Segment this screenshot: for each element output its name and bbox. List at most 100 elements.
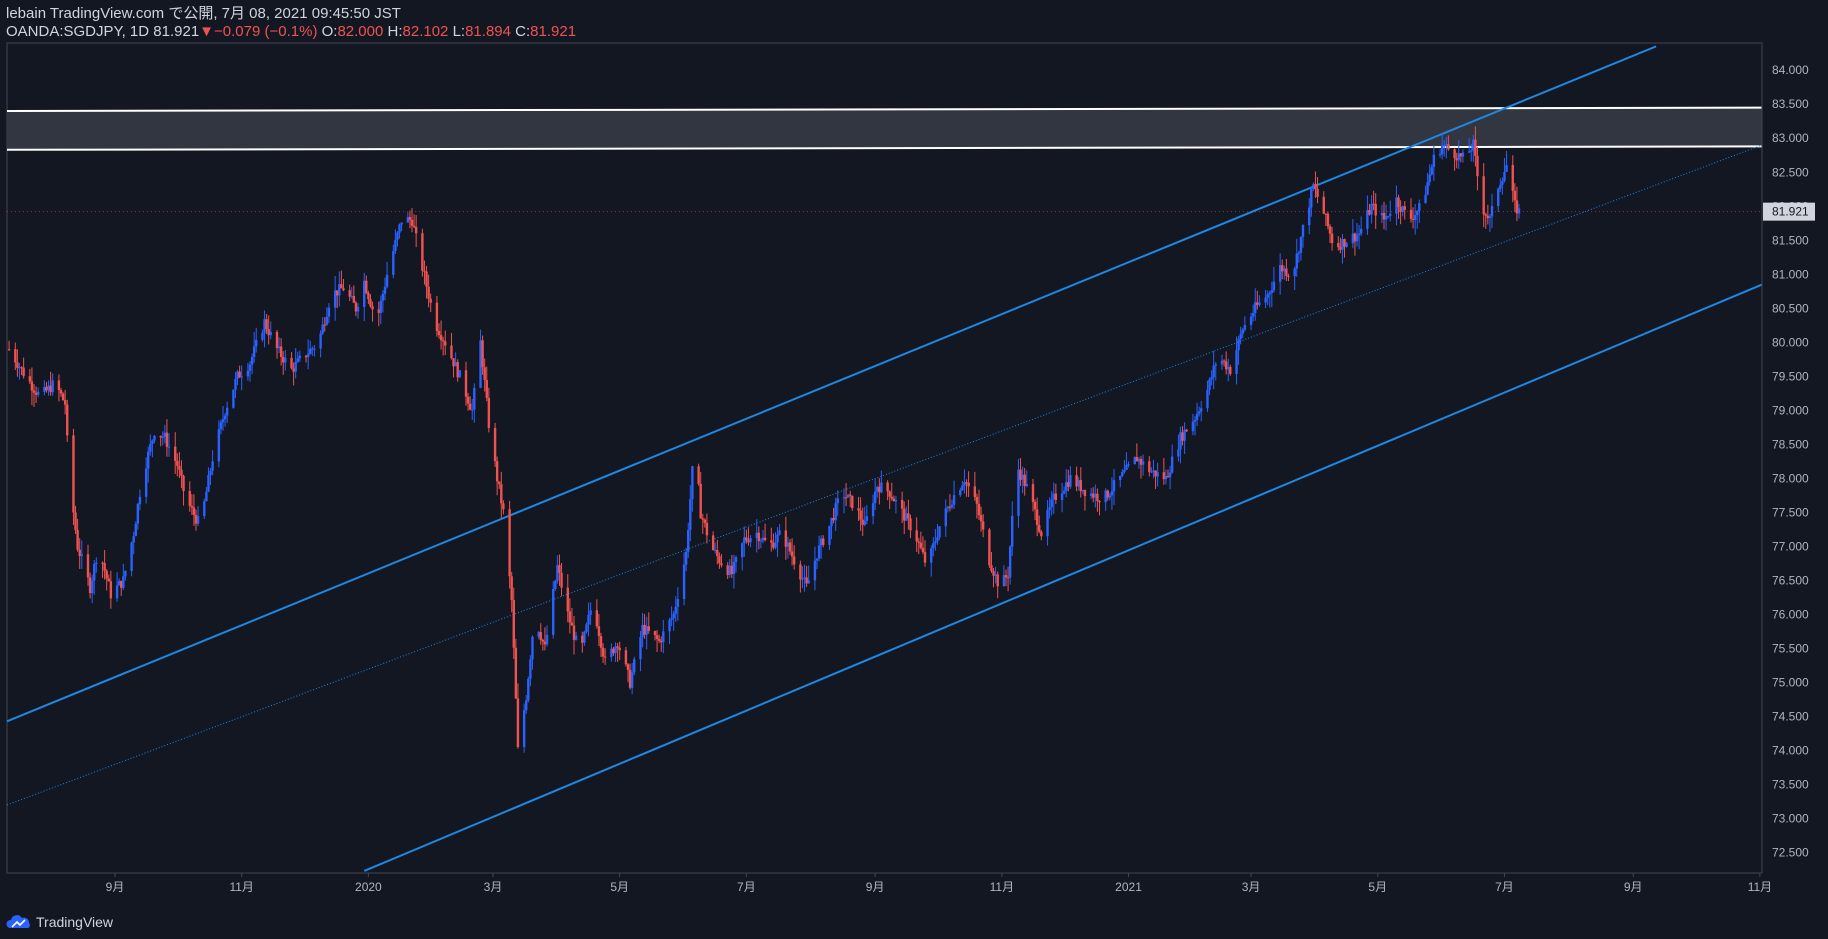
candle-body xyxy=(435,302,439,332)
candle-body xyxy=(689,499,692,531)
price-tick-label: 77.000 xyxy=(1772,539,1809,553)
candle-body xyxy=(1293,268,1296,277)
price-tick-label: 81.000 xyxy=(1772,267,1809,281)
candle-body xyxy=(495,461,499,482)
candle-body xyxy=(832,517,835,521)
candle-body xyxy=(1166,476,1170,478)
candle-body xyxy=(836,498,839,504)
resistance-zone[interactable] xyxy=(6,106,1763,151)
candle-body xyxy=(807,580,810,584)
zone-fill xyxy=(7,107,1762,150)
candle-body xyxy=(516,698,520,748)
candle-body xyxy=(279,346,283,357)
candle-body xyxy=(1426,182,1429,195)
candle-body xyxy=(1154,470,1157,477)
candle-body xyxy=(846,494,850,498)
candle-body xyxy=(1389,213,1392,216)
candle-body xyxy=(888,491,891,497)
candle-body xyxy=(174,446,177,461)
candle-body xyxy=(149,444,152,452)
candle-body xyxy=(88,577,92,594)
candle-body xyxy=(277,346,281,349)
candle-body xyxy=(1501,180,1504,185)
candle-body xyxy=(626,664,630,670)
candle-body xyxy=(1457,153,1460,161)
candle-body xyxy=(479,340,482,388)
candle-body xyxy=(350,296,353,298)
candle-body xyxy=(1499,184,1502,189)
candle-body xyxy=(1170,456,1174,473)
price-axis[interactable]: 72.500 73.000 73.500 74.000 74.500 75.000 75.5… xyxy=(1772,63,1809,859)
candle-body xyxy=(844,497,848,499)
candle-body xyxy=(1278,265,1282,282)
candle-body xyxy=(1472,139,1475,151)
price-tick-label: 83.000 xyxy=(1772,131,1809,145)
candle-body xyxy=(1268,292,1271,295)
candle-body xyxy=(176,460,179,466)
candle-body xyxy=(938,526,941,538)
candle-body xyxy=(705,522,709,536)
candle-body xyxy=(1123,470,1126,472)
candle-body xyxy=(1241,329,1244,334)
open-label: O: xyxy=(321,23,338,40)
candle-body xyxy=(784,530,788,547)
candle-body xyxy=(539,632,542,640)
candle-body xyxy=(1517,208,1521,214)
candle-body xyxy=(95,562,98,564)
zone-top-line xyxy=(6,106,1763,113)
candle-body xyxy=(525,700,528,711)
candle-body xyxy=(799,564,802,580)
time-tick-label: 5月 xyxy=(610,880,629,894)
candle-body xyxy=(574,635,578,640)
candle-body xyxy=(464,370,468,397)
candle-body xyxy=(483,367,486,380)
candle-body xyxy=(1270,290,1274,293)
candle-body xyxy=(151,440,154,445)
candle-body xyxy=(817,545,821,559)
candle-body xyxy=(628,669,632,688)
price-tick-label: 80.500 xyxy=(1772,301,1809,315)
candle-body xyxy=(319,333,322,349)
candle-body xyxy=(1505,165,1508,172)
candle-body xyxy=(392,251,395,275)
candle-body xyxy=(1337,243,1340,248)
candle-body xyxy=(263,319,266,333)
channel-drawings[interactable] xyxy=(6,45,1763,872)
candle-body xyxy=(988,529,991,566)
time-tick-label: 11月 xyxy=(229,880,253,894)
candle-body xyxy=(815,558,819,561)
price-tick-label: 79.500 xyxy=(1772,369,1809,383)
candle-body xyxy=(697,466,700,484)
candle-body xyxy=(749,538,752,543)
candle-body xyxy=(936,537,939,542)
candle-body xyxy=(153,435,156,441)
candle-body xyxy=(1002,575,1006,587)
candle-body xyxy=(1351,233,1355,244)
candle-body xyxy=(1470,150,1473,152)
candle-body xyxy=(340,284,343,289)
tradingview-watermark[interactable]: TradingView xyxy=(6,914,113,930)
candle-body xyxy=(500,484,503,504)
time-tick-label: 11月 xyxy=(990,880,1014,894)
candle-body xyxy=(238,371,241,378)
candle-body xyxy=(1308,207,1311,226)
candle-body xyxy=(221,419,225,423)
candle-body xyxy=(20,367,23,369)
candle-body xyxy=(1339,247,1342,250)
candle-body xyxy=(932,543,935,549)
candle-body xyxy=(959,490,962,496)
time-tick-label: 2021 xyxy=(1115,880,1142,894)
candle-body xyxy=(365,280,368,293)
time-axis[interactable]: 9月 11月 2020 3月 5月 7月 9月 11月 2021 3月 5月 7月 9月 11月 xyxy=(106,873,1773,894)
candle-body xyxy=(225,407,229,416)
candle-body xyxy=(545,634,549,645)
candle-body xyxy=(147,451,150,469)
candle-body xyxy=(830,517,833,526)
candle-body xyxy=(196,516,200,524)
candle-body xyxy=(167,446,171,448)
candle-body xyxy=(919,542,923,548)
candle-body xyxy=(1106,490,1109,498)
candle-body xyxy=(246,370,250,377)
candle-body xyxy=(421,233,424,271)
